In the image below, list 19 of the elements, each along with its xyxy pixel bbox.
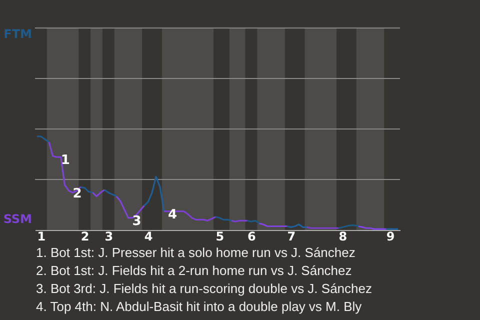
text: 2. Bot 1st: J. Fields hit a 2-run home run vs J. Sánchez — [36, 262, 353, 280]
annotation: 4 — [168, 207, 177, 222]
text: FTM — [4, 27, 32, 41]
x-tick-label: 1 — [37, 230, 46, 244]
text: SSM — [3, 212, 32, 226]
x-tick-label: 9 — [386, 230, 395, 244]
x-tick-label: 8 — [338, 230, 348, 244]
text: 3. Bot 3rd: J. Fields hit a run-scoring double vs J. Sánchez — [36, 280, 372, 298]
annotation: 1 — [60, 153, 70, 168]
x-tick-label: 5 — [216, 230, 224, 244]
text: 4. Top 4th: N. Abdul-Basit hit into a double play vs M. Bly — [36, 298, 363, 316]
x-tick-label: 6 — [248, 230, 256, 244]
annotation: 3 — [132, 214, 142, 229]
x-tick-label: 2 — [80, 230, 90, 244]
x-tick-label: 4 — [144, 230, 153, 244]
annotation: 2 — [72, 186, 82, 202]
x-tick-label: 7 — [287, 230, 296, 244]
text: 1. Bot 1st: J. Presser hit a solo home run vs J. Sánchez — [36, 244, 356, 262]
x-tick-label: 3 — [104, 230, 114, 244]
